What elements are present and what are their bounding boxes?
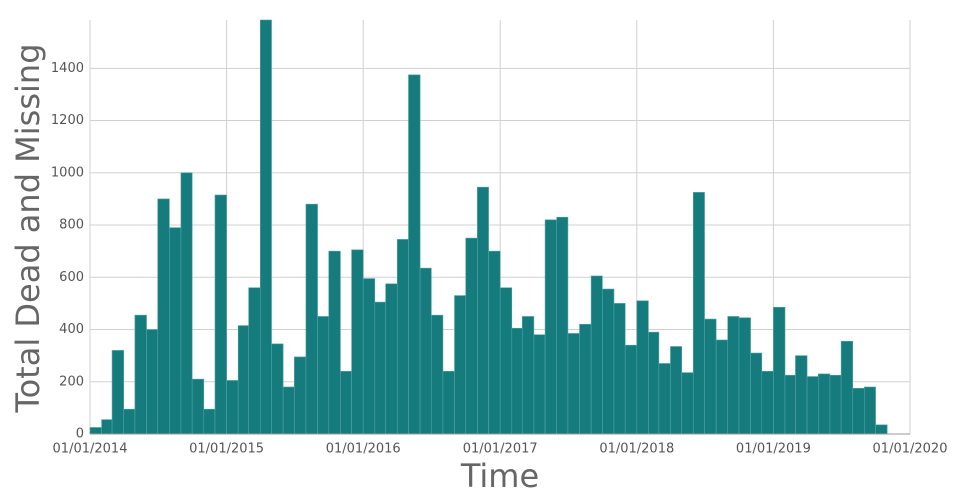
y-tick-label: 600 bbox=[59, 270, 84, 285]
bar bbox=[180, 172, 193, 435]
bar bbox=[681, 372, 694, 435]
y-axis-title: Total Dead and Missing bbox=[9, 43, 47, 413]
bar bbox=[442, 371, 455, 435]
x-tick-label: 01/01/2017 bbox=[463, 442, 538, 457]
bar bbox=[499, 287, 513, 435]
bar bbox=[773, 307, 786, 435]
bar bbox=[408, 74, 421, 435]
bar bbox=[294, 356, 307, 435]
bar bbox=[818, 373, 831, 435]
bar bbox=[317, 316, 330, 435]
bar bbox=[396, 239, 409, 435]
bar bbox=[658, 363, 671, 435]
bar bbox=[419, 267, 432, 435]
bar bbox=[146, 329, 159, 435]
bar bbox=[579, 323, 592, 435]
bar bbox=[852, 387, 865, 435]
bar bbox=[259, 19, 272, 435]
bar bbox=[203, 408, 216, 435]
bar bbox=[305, 203, 318, 435]
bar bbox=[829, 374, 842, 435]
bar bbox=[795, 355, 808, 435]
x-tick-label: 01/01/2016 bbox=[326, 442, 401, 457]
y-tick-label: 1000 bbox=[51, 165, 84, 180]
bar bbox=[248, 287, 261, 435]
bar bbox=[544, 219, 558, 435]
bar bbox=[864, 386, 876, 435]
bar bbox=[351, 249, 364, 435]
bar bbox=[715, 339, 729, 435]
y-tick-label: 1400 bbox=[51, 61, 84, 76]
bar bbox=[111, 350, 124, 435]
y-tick-label: 0 bbox=[76, 427, 84, 442]
bar bbox=[670, 346, 683, 435]
bar bbox=[556, 216, 569, 435]
bar bbox=[533, 334, 546, 435]
bar bbox=[806, 376, 819, 435]
bar bbox=[761, 371, 774, 435]
x-tick-label: 01/01/2020 bbox=[873, 442, 948, 457]
bar bbox=[738, 317, 751, 435]
bar bbox=[226, 380, 239, 435]
y-tick-label: 400 bbox=[59, 322, 84, 337]
bar bbox=[169, 227, 182, 435]
y-tick-label: 800 bbox=[59, 218, 84, 233]
y-tick-label: 200 bbox=[59, 374, 84, 389]
x-tick-label: 01/01/2018 bbox=[599, 442, 674, 457]
bar bbox=[191, 378, 205, 435]
x-tick-label: 01/01/2014 bbox=[53, 442, 128, 457]
bar bbox=[465, 237, 478, 435]
bar bbox=[750, 352, 763, 435]
bar bbox=[521, 316, 535, 435]
bar bbox=[727, 316, 740, 435]
y-tick-label: 1200 bbox=[51, 113, 84, 128]
bar bbox=[624, 344, 638, 435]
bar bbox=[784, 374, 796, 435]
bar bbox=[602, 288, 615, 435]
bar bbox=[89, 427, 102, 435]
bar bbox=[374, 301, 386, 435]
bar bbox=[237, 325, 249, 435]
bar bbox=[282, 386, 295, 435]
bar bbox=[567, 333, 580, 435]
bar bbox=[511, 327, 523, 435]
bar bbox=[157, 198, 170, 435]
bar bbox=[488, 250, 501, 435]
bar bbox=[362, 278, 376, 435]
x-axis-title: Time bbox=[460, 457, 539, 495]
bar bbox=[271, 343, 284, 435]
bar bbox=[454, 295, 467, 435]
bar bbox=[431, 314, 444, 435]
bar bbox=[693, 192, 705, 435]
x-tick-label: 01/01/2015 bbox=[189, 442, 264, 457]
bar bbox=[613, 303, 626, 435]
bar bbox=[477, 186, 489, 435]
bar bbox=[875, 424, 888, 435]
bar bbox=[101, 419, 113, 435]
bar bbox=[840, 340, 854, 435]
x-tick-label: 01/01/2019 bbox=[736, 442, 811, 457]
bar bbox=[340, 371, 352, 435]
bar bbox=[328, 250, 341, 435]
bar bbox=[123, 408, 136, 435]
bar bbox=[385, 283, 398, 435]
bar bbox=[590, 275, 603, 435]
bar bbox=[648, 331, 660, 435]
bar bbox=[134, 314, 147, 435]
bar bbox=[214, 194, 227, 435]
bar bbox=[636, 300, 649, 435]
bar bbox=[704, 318, 717, 435]
